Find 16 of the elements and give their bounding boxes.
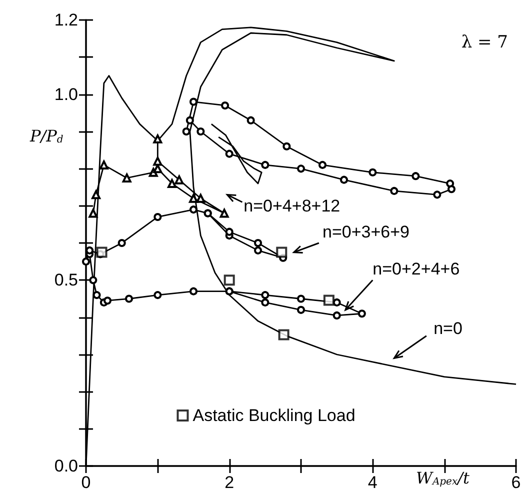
y-tick-label: 0.0 bbox=[54, 456, 78, 476]
x-tick-label: 6 bbox=[511, 473, 521, 492]
y-tick-label: 1.0 bbox=[54, 84, 78, 104]
legend-label: n=0+4+8+12 bbox=[244, 196, 340, 216]
y-tick-label: 0.5 bbox=[54, 270, 78, 290]
series-label: n=0+2+4+6 bbox=[372, 260, 460, 279]
x-tick-label: 4 bbox=[368, 473, 378, 492]
y-axis-title: P/Pd bbox=[29, 126, 64, 146]
text: n=0 bbox=[434, 318, 462, 338]
annotation: λ = 7 bbox=[461, 32, 508, 52]
x-tick-label: 0 bbox=[81, 473, 91, 492]
y-tick-label: 1.2 bbox=[54, 10, 78, 30]
legend-label: Astatic Buckling Load bbox=[192, 406, 356, 425]
x-tick-label: 2 bbox=[224, 473, 234, 492]
x-axis-title: WApex/t bbox=[416, 468, 470, 488]
text: n=0+3+6+9 bbox=[322, 222, 410, 242]
